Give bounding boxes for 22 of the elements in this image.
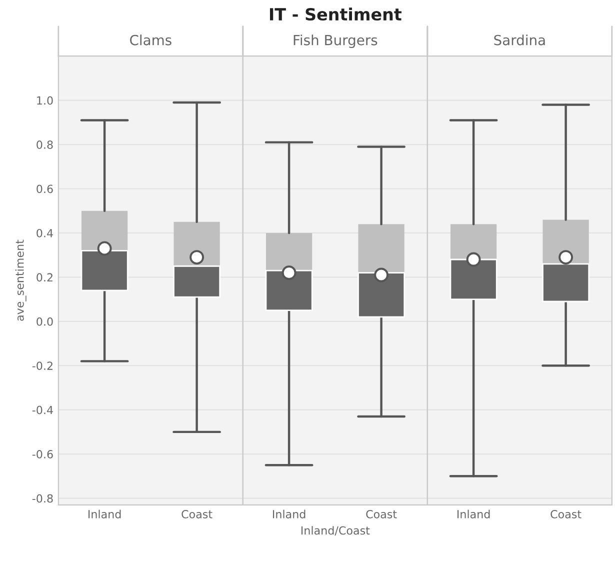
y-tick-label: -0.4	[32, 406, 53, 414]
x-tick-label: Inland	[88, 510, 121, 518]
x-tick-label: Coast	[366, 510, 397, 518]
y-axis-title: ave_sentiment	[15, 240, 26, 321]
x-tick-label: Coast	[182, 510, 212, 518]
y-tick-label: 0.4	[36, 228, 53, 238]
chart-title: IT - Sentiment	[270, 8, 402, 21]
x-tick-label: Inland	[457, 510, 490, 518]
x-tick-label: Inland	[272, 510, 306, 518]
y-tick-label: 1.0	[37, 96, 53, 105]
y-tick-label: -0.8	[32, 494, 53, 503]
y-tick-label: -0.6	[32, 450, 53, 458]
y-tick-label: 0.8	[36, 140, 53, 149]
chart-subtitle: Clams	[130, 34, 172, 46]
x-axis-title: Inland/Coast	[301, 526, 370, 536]
y-tick-label: 0.0	[36, 317, 53, 326]
chart-subtitle: Sardina	[494, 34, 545, 46]
chart-subtitle: Fish Burgers	[294, 34, 378, 48]
y-tick-label: 0.2	[36, 273, 52, 282]
y-tick-label: -0.2	[32, 362, 52, 370]
y-tick-label: 0.6	[36, 184, 53, 194]
x-tick-label: Coast	[550, 510, 582, 518]
